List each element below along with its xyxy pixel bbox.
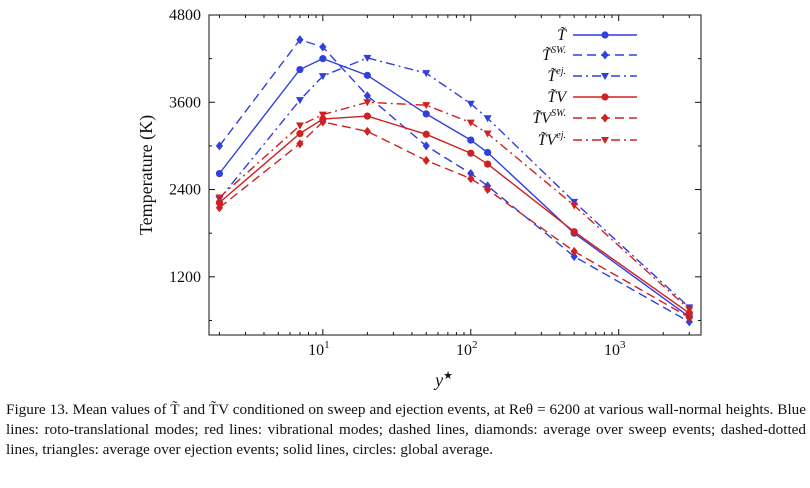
data-point [295, 122, 304, 130]
data-point [467, 136, 475, 144]
data-point [295, 97, 304, 105]
data-point [318, 111, 327, 119]
x-tick-label: 103 [604, 339, 626, 359]
data-point [570, 198, 579, 206]
data-point [422, 110, 430, 118]
legend: T̃T̃SW. T̃ej. T̃V T̃VSW. T̃Vej. [532, 26, 637, 149]
y-axis-label: Temperature (K) [136, 115, 157, 235]
legend-label: T̃Vej. [538, 130, 566, 149]
x-axis-label-y: y [433, 370, 443, 390]
data-point [467, 149, 475, 157]
series-line [218, 121, 690, 319]
legend-marker [601, 50, 609, 60]
legend-marker [601, 31, 609, 39]
data-point [422, 102, 431, 110]
y-tick-label: 3600 [169, 94, 201, 111]
data-point [215, 169, 224, 178]
data-point [483, 115, 492, 123]
data-point [467, 169, 475, 179]
data-point [422, 141, 430, 151]
caption-line-2: wall-normal heights. Blue lines: roto-tr… [6, 401, 806, 438]
chart: 1200 2400 3600 4800 101 102 103 Temperature (K… [136, 7, 702, 390]
series-6 [215, 99, 694, 314]
data-point [570, 251, 578, 261]
x-tick-label: 102 [456, 339, 478, 359]
data-point [363, 91, 371, 101]
legend-item: T̃VSW. [532, 108, 637, 127]
data-point [685, 306, 694, 314]
series-3 [215, 54, 694, 312]
data-point [363, 71, 371, 79]
series-line [218, 101, 690, 311]
data-point [467, 174, 475, 184]
data-point [484, 160, 492, 168]
legend-label: T̃V [547, 88, 568, 106]
plot-frame [208, 14, 702, 336]
y-tick-label: 1200 [169, 269, 201, 286]
data-point [296, 35, 304, 45]
data-point [215, 141, 224, 151]
caption-line-1: Figure 13. Mean values of T̃ and T̃V con… [6, 401, 644, 418]
legend-item: T̃ej. [547, 66, 637, 85]
data-point [296, 139, 304, 149]
y-tick-label: 4800 [169, 7, 201, 24]
legend-marker [601, 137, 609, 144]
data-point [422, 155, 430, 165]
x-tick-label: 101 [308, 339, 330, 359]
legend-marker [601, 93, 609, 101]
x-axis-label: y★ [433, 370, 453, 390]
data-point [363, 126, 371, 136]
legend-item: T̃SW. [542, 45, 637, 64]
legend-marker [601, 73, 609, 80]
data-point [570, 228, 578, 236]
x-axis-label-star: ★ [443, 370, 453, 382]
data-point [319, 42, 327, 52]
legend-label: T̃VSW. [532, 108, 566, 127]
data-point [296, 129, 304, 138]
caption-line-3: average over sweep events; dashed-dotted… [6, 421, 806, 458]
caption-line-4: global average. [400, 441, 494, 458]
data-point [319, 55, 327, 63]
series-4 [215, 112, 693, 317]
data-point [570, 202, 579, 210]
legend-label: T̃SW. [542, 45, 566, 64]
data-point [363, 54, 372, 62]
series-line [218, 57, 690, 308]
data-point [466, 100, 475, 108]
series-5 [215, 117, 693, 323]
data-point [215, 194, 224, 202]
data-point [685, 313, 693, 323]
series-lines [215, 35, 694, 327]
figure-caption: Figure 13. Mean values of T̃ and T̃V con… [6, 400, 806, 460]
data-point [215, 203, 224, 213]
data-point [215, 199, 224, 207]
data-point [318, 73, 327, 81]
legend-marker [601, 113, 609, 123]
data-point [466, 119, 475, 127]
data-point [296, 65, 304, 74]
data-point [484, 185, 492, 195]
series-2 [215, 35, 693, 327]
data-point [483, 130, 492, 138]
data-point [363, 99, 372, 107]
legend-item: T̃Vej. [538, 130, 637, 149]
data-point [422, 70, 431, 78]
legend-item: T̃ [557, 26, 637, 44]
data-point [319, 117, 327, 127]
tick-labels: 1200 2400 3600 4800 101 102 103 [169, 7, 626, 359]
data-point [484, 148, 492, 157]
data-point [422, 130, 430, 138]
legend-label: T̃ [557, 26, 567, 44]
data-point [570, 246, 578, 256]
y-tick-label: 2400 [169, 182, 201, 199]
series-1 [215, 55, 693, 321]
legend-item: T̃V [547, 88, 637, 106]
series-line [218, 115, 690, 314]
data-point [363, 112, 371, 120]
legend-label: T̃ej. [547, 66, 566, 85]
